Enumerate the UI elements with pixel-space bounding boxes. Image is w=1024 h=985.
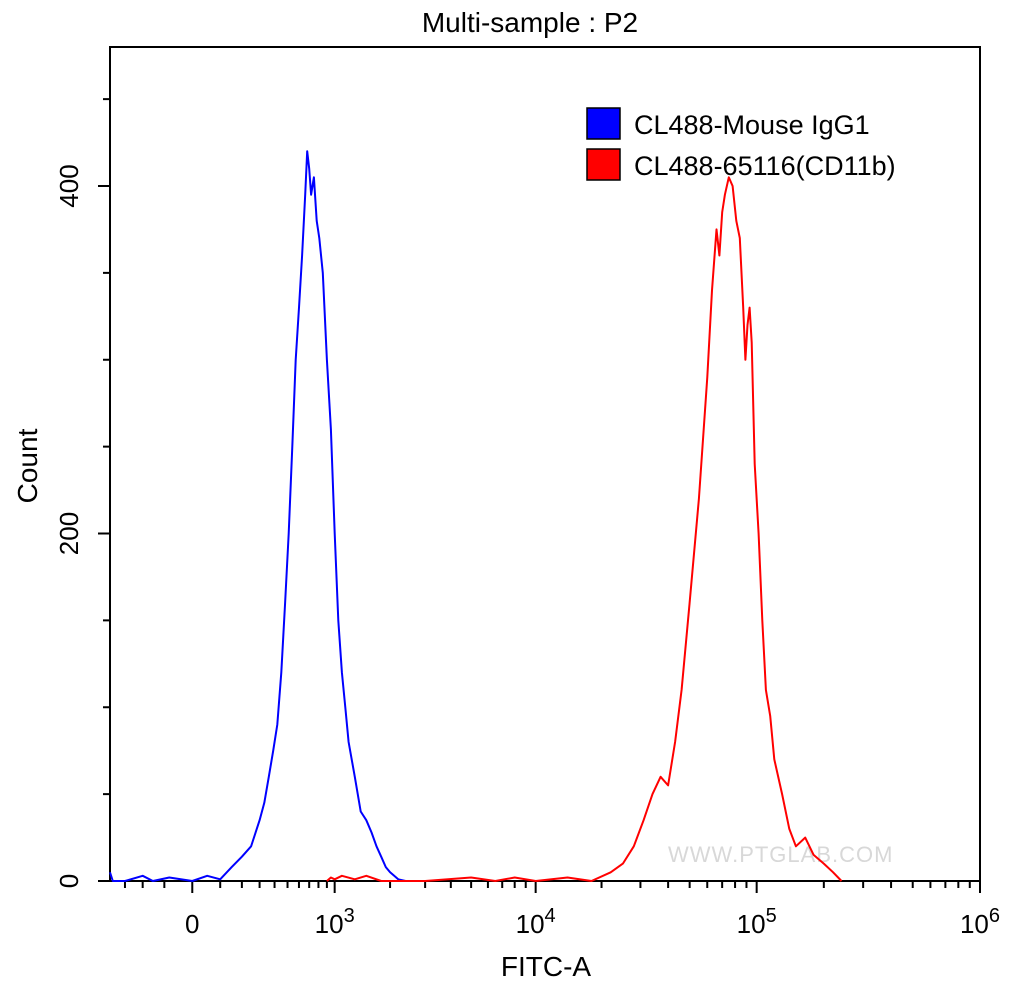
legend: CL488-Mouse IgG1 CL488-65116(CD11b) bbox=[586, 107, 896, 181]
series-line-2 bbox=[326, 176, 843, 882]
legend-swatch-2 bbox=[586, 148, 621, 181]
watermark: WWW.PTGLAB.COM bbox=[668, 842, 893, 867]
x-tick-label: 105 bbox=[737, 905, 777, 939]
y-tick-label: 400 bbox=[54, 164, 84, 207]
legend-label-2: CL488-65116(CD11b) bbox=[634, 151, 896, 181]
y-axis: 0 200 400 bbox=[54, 98, 110, 888]
legend-label-1: CL488-Mouse IgG1 bbox=[634, 110, 870, 140]
x-tick-label: 0 bbox=[185, 909, 199, 939]
x-axis-label: FITC-A bbox=[501, 951, 592, 982]
plot-frame bbox=[109, 46, 981, 882]
x-tick-label: 106 bbox=[960, 905, 1000, 939]
x-tick-label: 104 bbox=[516, 905, 556, 939]
x-axis: 0 103 104 105 106 bbox=[123, 881, 1000, 939]
y-tick-label: 200 bbox=[54, 512, 84, 555]
x-tick-label: 103 bbox=[315, 905, 355, 939]
y-axis-label: Count bbox=[12, 428, 43, 503]
y-tick-label: 0 bbox=[54, 874, 84, 888]
chart-title: Multi-sample : P2 bbox=[422, 7, 638, 38]
legend-swatch-1 bbox=[586, 107, 621, 140]
series-line-1 bbox=[109, 150, 406, 882]
series-layer bbox=[109, 150, 843, 882]
